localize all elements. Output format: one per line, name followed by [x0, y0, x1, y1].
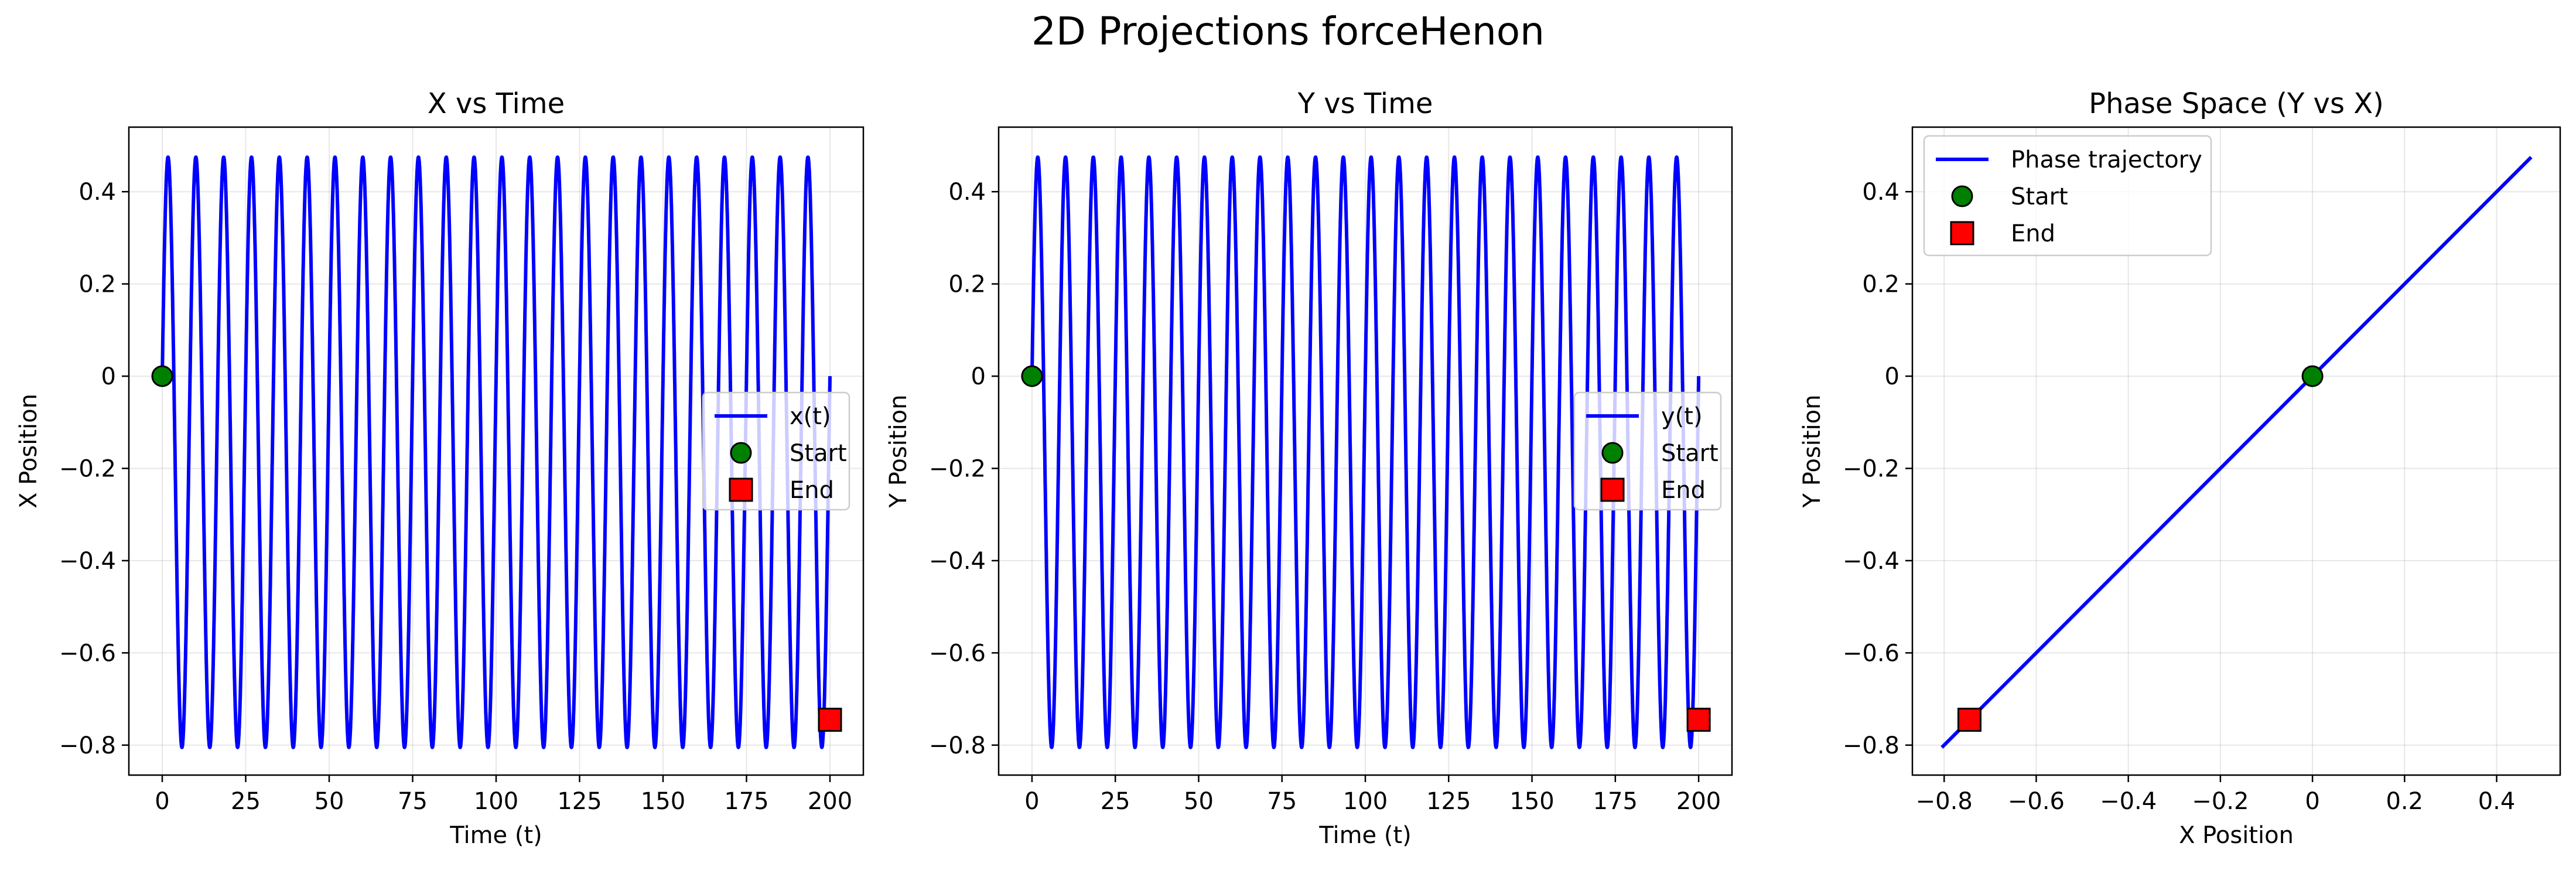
y-axis-label: X Position: [15, 394, 42, 509]
axes-title: Y vs Time: [1297, 87, 1433, 120]
x-tick-label: 0.2: [2386, 788, 2423, 815]
series-line: [160, 155, 832, 749]
axes-panel-2: 0 25 50 75 100 125 150 175 200 −0.8 −0.6 −0.4 −0.2 0 0…: [885, 87, 1733, 849]
x-tick-label: 125: [557, 788, 602, 815]
y-tick-label: −0.4: [929, 548, 986, 575]
x-tick-label: 75: [398, 788, 428, 815]
x-tick-label: −0.4: [2100, 788, 2157, 815]
legend-label: Start: [1661, 440, 1719, 467]
y-tick-label: 0.4: [78, 179, 116, 206]
x-tick-label: −0.2: [2192, 788, 2249, 815]
x-tick-label: 175: [724, 788, 768, 815]
x-tick-label: 100: [1343, 788, 1388, 815]
x-tick-label: 0: [2305, 788, 2319, 815]
y-tick-label: 0.2: [78, 271, 116, 298]
panels: 0 25 50 75 100 125 150 175 200 −0.8 −0.6 −0.4 −0.2 0 0…: [15, 87, 2561, 849]
legend-start-swatch: [730, 442, 752, 464]
legend-label: End: [2011, 220, 2055, 247]
y-tick-label: 0.2: [948, 271, 986, 298]
legend-label: End: [1661, 477, 1706, 504]
x-tick-label: −0.8: [1916, 788, 1973, 815]
axes-frame: [1911, 126, 2561, 776]
x-tick-label: 150: [641, 788, 685, 815]
x-tick-label: 50: [1184, 788, 1214, 815]
x-axis-label: X Position: [2179, 822, 2294, 849]
y-tick-label: 0: [971, 363, 986, 390]
legend-label: x(t): [790, 403, 831, 430]
y-axis-label: Y Position: [1799, 395, 1826, 509]
y-tick-label: −0.8: [59, 732, 116, 759]
legend-end-swatch: [1600, 477, 1625, 502]
y-tick-label: −0.4: [1843, 548, 1899, 575]
y-tick-label: 0.4: [948, 179, 986, 206]
legend: y(t) Start End: [1573, 391, 1722, 511]
x-tick-label: 200: [1676, 788, 1721, 815]
legend-end-swatch: [1950, 221, 1974, 245]
legend-label: y(t): [1661, 403, 1703, 430]
legend-start-swatch: [1951, 185, 1973, 207]
y-tick-label: −0.2: [1843, 456, 1899, 483]
end-marker: [1686, 708, 1711, 732]
y-tick-label: −0.2: [929, 456, 986, 483]
y-tick-label: −0.8: [929, 732, 986, 759]
start-marker: [2301, 365, 2324, 387]
x-tick-label: 75: [1267, 788, 1297, 815]
start-marker: [151, 365, 173, 387]
x-tick-label: 0.4: [2478, 788, 2516, 815]
y-axis-label: Y Position: [885, 395, 912, 509]
x-tick-label: 0: [155, 788, 169, 815]
series-line: [1030, 155, 1701, 749]
x-axis-label: Time (t): [449, 822, 542, 849]
end-marker: [818, 708, 842, 732]
x-tick-label: 25: [231, 788, 261, 815]
legend-label: Phase trajectory: [2011, 146, 2202, 173]
y-tick-label: 0.2: [1862, 271, 1899, 298]
x-tick-label: 200: [808, 788, 852, 815]
series-line: [1940, 156, 2533, 749]
x-tick-label: 150: [1509, 788, 1554, 815]
legend-label: End: [790, 477, 834, 504]
legend-start-swatch: [1601, 442, 1624, 464]
legend-label: Start: [2011, 183, 2068, 210]
x-tick-label: 125: [1426, 788, 1471, 815]
legend-box: [1923, 135, 2212, 257]
x-tick-label: 175: [1593, 788, 1638, 815]
legend-label: Start: [790, 440, 847, 467]
y-tick-label: 0: [101, 363, 116, 390]
x-tick-label: 25: [1101, 788, 1130, 815]
y-tick-label: −0.8: [1843, 732, 1899, 759]
y-tick-label: 0: [1885, 363, 1899, 390]
axes-panel-3: −0.8 −0.6 −0.4 −0.2 0 0.2 0.4 −0.8 −0.6 −0.4 −0.2 0…: [1799, 87, 2561, 849]
y-tick-label: −0.6: [1843, 640, 1899, 667]
y-tick-label: −0.6: [929, 640, 986, 667]
start-marker: [1021, 365, 1043, 387]
x-tick-label: 0: [1024, 788, 1039, 815]
x-tick-label: 100: [474, 788, 518, 815]
legend: x(t) Start End: [702, 391, 850, 511]
axes-title: Phase Space (Y vs X): [2089, 87, 2384, 120]
y-tick-label: −0.6: [59, 640, 116, 667]
figure-suptitle: 2D Projections forceHenon: [1031, 9, 1545, 54]
y-tick-label: −0.2: [59, 456, 116, 483]
legend-end-swatch: [729, 477, 753, 502]
axes-panel-1: 0 25 50 75 100 125 150 175 200 −0.8 −0.6 −0.4 −0.2 0 0…: [15, 87, 865, 849]
x-tick-label: −0.6: [2008, 788, 2065, 815]
x-tick-label: 50: [315, 788, 344, 815]
end-marker: [1957, 708, 1981, 732]
y-tick-label: 0.4: [1862, 179, 1899, 206]
axes-title: X vs Time: [428, 87, 565, 120]
x-axis-label: Time (t): [1318, 822, 1412, 849]
y-tick-label: −0.4: [59, 548, 116, 575]
legend: Phase trajectory Start End: [1923, 135, 2212, 257]
